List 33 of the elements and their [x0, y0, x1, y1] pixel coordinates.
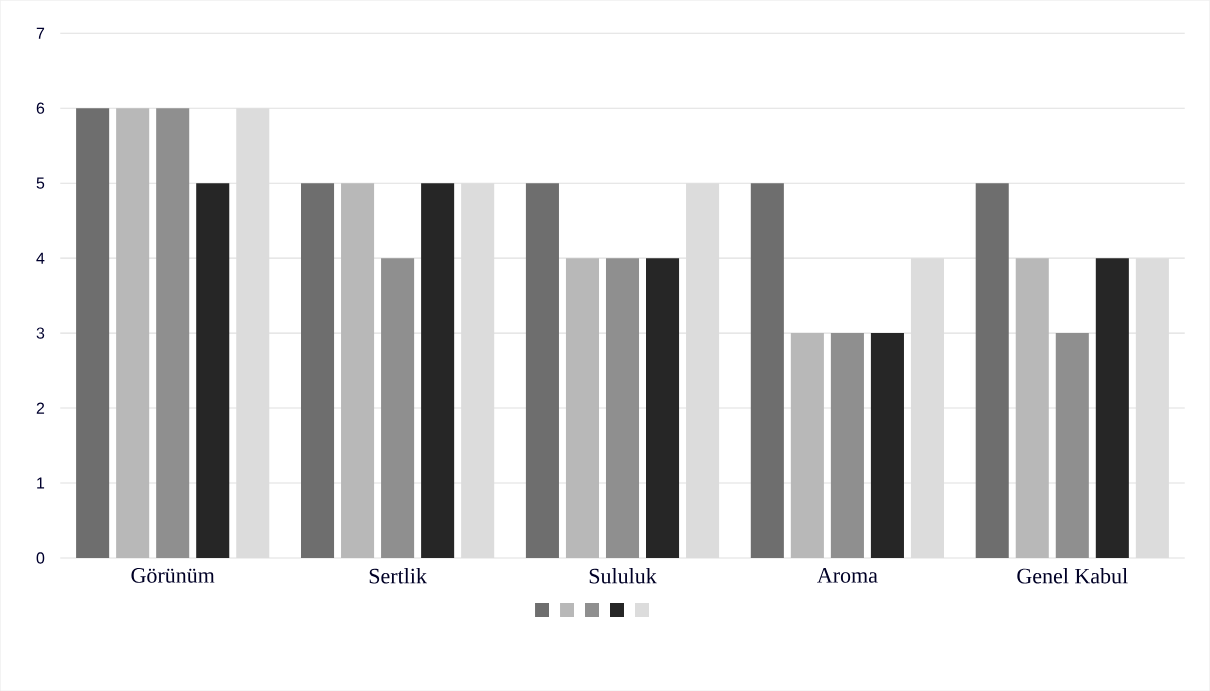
bar: [76, 108, 110, 558]
y-tick-label: 4: [36, 252, 45, 264]
x-tick-label: Genel Kabul: [1017, 567, 1128, 584]
bar: [1015, 258, 1049, 558]
y-tick-label: 2: [36, 402, 45, 414]
x-tick-label: Aroma: [817, 567, 878, 583]
bar: [646, 258, 680, 558]
bar: [975, 183, 1009, 558]
y-tick-label: 1: [37, 477, 45, 489]
bar: [301, 183, 335, 558]
bar: [565, 258, 599, 558]
bar: [381, 258, 415, 558]
y-tick-label: 7: [36, 27, 45, 39]
bar: [790, 333, 824, 558]
y-tick-label: 0: [36, 552, 45, 564]
bar: [116, 108, 150, 558]
bar: [421, 183, 455, 558]
bar: [1095, 258, 1129, 558]
y-tick-label: 3: [36, 327, 45, 339]
bar: [525, 183, 559, 558]
bar: [750, 183, 784, 558]
x-tick-label: Sertlik: [369, 567, 427, 584]
bar: [605, 258, 640, 558]
x-tick-label: Görünüm: [131, 567, 215, 583]
y-tick-label: 5: [36, 177, 45, 189]
bar: [1055, 333, 1089, 558]
bar: [341, 183, 375, 558]
bar: [870, 333, 904, 558]
bar: [156, 108, 190, 558]
bar: [196, 183, 230, 558]
y-tick-label: 6: [36, 102, 45, 114]
x-tick-label: Sululuk: [589, 567, 657, 584]
bar: [830, 333, 864, 558]
